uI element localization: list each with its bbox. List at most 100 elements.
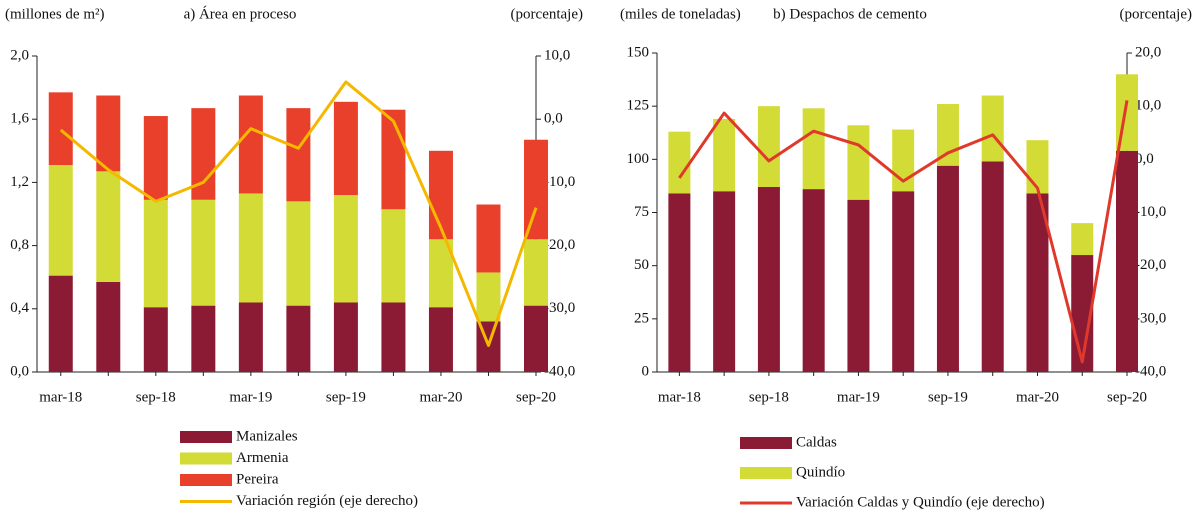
x-tick-label: sep-20 [1107,389,1147,405]
x-tick-label: sep-18 [136,389,176,405]
bar [981,95,1004,162]
x-tick-label: sep-18 [749,389,789,405]
x-tick-label: sep-20 [516,389,556,405]
legend-label: Manizales [236,428,298,444]
y2-tick-label: -20,0 [1135,257,1166,273]
y-tick-label: 0,0 [10,363,29,379]
y2-tick-label: 20,0 [1135,44,1161,60]
bar [524,239,548,306]
x-tick-label: mar-18 [658,389,701,405]
bar [96,95,121,172]
x-tick-label: mar-20 [1016,389,1059,405]
y-tick-label: 125 [627,98,650,114]
bar [892,191,915,372]
y2-tick-label: 0,0 [544,111,563,127]
y2-axis-label: (porcentaje) [511,6,583,22]
y-tick-label: 2,0 [10,47,29,63]
bar [48,165,73,276]
bar [524,139,548,240]
y-tick-label: 0,4 [10,300,29,316]
bar [96,281,121,372]
y-tick-label: 50 [634,257,649,273]
y-tick-label: 0,8 [10,237,29,253]
y2-tick-label: -20,0 [544,237,575,253]
bar [476,272,501,322]
legend-label: Variación región (eje derecho) [236,493,418,509]
bar [757,186,780,372]
y-tick-label: 1,2 [10,174,29,190]
bar [286,305,311,372]
bar [238,193,263,303]
x-tick-label: sep-19 [326,389,366,405]
bar [191,305,216,372]
bar [238,302,263,372]
bar [381,209,406,303]
y2-tick-label: -40,0 [544,363,575,379]
bar [668,193,691,372]
y-tick-label: 150 [627,44,650,60]
chart-title: a) Área en proceso [184,5,297,22]
y-tick-label: 75 [634,204,649,220]
chart-title: b) Despachos de cemento [773,6,927,22]
bar [757,106,780,187]
y-axis-label: (miles de toneladas) [620,6,741,22]
bar [936,165,959,372]
bar [238,95,263,194]
bar [143,307,168,372]
bar [143,116,168,200]
bar [143,199,168,308]
y2-tick-label: -30,0 [1135,310,1166,326]
x-tick-label: mar-18 [39,389,82,405]
y2-tick-label: -30,0 [544,300,575,316]
bar [802,189,825,372]
bar [713,191,736,372]
y2-tick-label: 0,0 [1135,151,1154,167]
legend-label: Variación Caldas y Quindío (eje derecho) [796,494,1045,510]
bar [48,92,73,166]
y2-tick-label: -10,0 [544,174,575,190]
bar [48,275,73,372]
bar [286,108,311,202]
bar [191,199,216,306]
legend-label: Pereira [236,471,279,487]
y-tick-label: 0 [642,363,650,379]
bar [381,302,406,372]
bar [981,161,1004,372]
y-tick-label: 25 [634,310,649,326]
legend-swatch [740,437,792,449]
legend-swatch [180,452,232,465]
bar [333,101,358,196]
y2-tick-label: -40,0 [1135,363,1166,379]
bar [713,118,736,192]
bar [1116,150,1138,372]
line [678,100,1129,364]
bar [428,307,453,372]
bar [381,109,406,210]
y2-tick-label: 10,0 [1135,98,1161,114]
legend-label: Caldas [796,434,837,450]
bar [333,302,358,372]
x-tick-label: mar-20 [419,389,462,405]
legend-swatch [180,474,232,486]
bar [1071,223,1094,256]
y2-tick-label: -10,0 [1135,204,1166,220]
bar [96,171,121,282]
bar [847,125,870,200]
y-tick-label: 1,6 [10,111,29,127]
x-tick-label: mar-19 [837,389,880,405]
bar [476,204,501,273]
bar [333,195,358,303]
y-tick-label: 100 [627,151,650,167]
bar [847,199,870,372]
bar [1026,193,1049,372]
line [59,80,538,347]
legend-label: Quindío [796,464,845,480]
legend-label: Armenia [236,450,289,466]
y-axis-label: (millones de m²) [5,6,104,22]
x-tick-label: sep-19 [928,389,968,405]
bar [524,305,548,372]
bar [286,201,311,306]
bar [668,131,691,194]
